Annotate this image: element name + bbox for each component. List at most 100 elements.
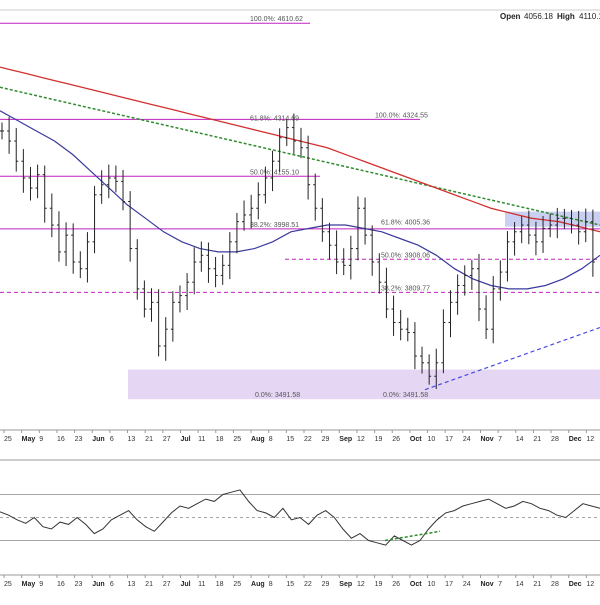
- ohlc-bar: [284, 119, 289, 147]
- ohlc-bar: [491, 276, 496, 344]
- rsi-x-tick-label: 19: [375, 581, 383, 588]
- price-level-label: 38.2%: 3998.51: [250, 222, 299, 229]
- rsi-x-tick-label: Sep: [339, 581, 352, 588]
- rsi-x-tick-label: 12: [357, 581, 365, 588]
- rsi-panel: [0, 459, 600, 576]
- rsi-x-tick-label: 24: [463, 581, 471, 588]
- rsi-x-tick-label: 7: [498, 581, 502, 588]
- ohlc-bar: [249, 194, 254, 229]
- ohlc-bar: [476, 253, 481, 322]
- ohlc-bar: [519, 216, 524, 244]
- rsi-x-tick-label: 22: [304, 581, 312, 588]
- ohlc-bar: [548, 213, 553, 238]
- x-tick-label: 26: [392, 436, 400, 443]
- short-moving-average-line: [0, 110, 600, 290]
- price-x-axis: 25 May 9 16 23 Jun 6 13 21 27 Jul 11 18 25 Aug 8 15 22 29 S…: [3, 430, 594, 443]
- ohlc-bar: [163, 317, 168, 361]
- ohlc-bar: [341, 248, 346, 276]
- ohlc-bar: [213, 256, 218, 288]
- rsi-x-tick-label: 17: [445, 581, 453, 588]
- ohlc-bar: [92, 186, 97, 254]
- ohlc-bar: [128, 191, 133, 262]
- ohlc-bar: [420, 346, 425, 374]
- price-level-label: 50.0%: 4155.10: [250, 169, 299, 176]
- rsi-x-tick-label: 9: [39, 581, 43, 588]
- x-tick-label: 23: [75, 436, 83, 443]
- x-tick-label: 7: [498, 436, 502, 443]
- price-level-label: 0.0%: 3491.58: [255, 392, 300, 399]
- ohlc-bar: [355, 196, 360, 261]
- rsi-x-axis: 25 May 9 16 23 Jun 6 13 21 27 Jul 11 18 25 Aug 8 15 22 29 S…: [3, 575, 594, 588]
- ohlc-bar: [291, 113, 296, 154]
- long-moving-average-line: [0, 66, 600, 233]
- price-level-label: 50.0%: 3908.06: [381, 252, 430, 259]
- ohlc-bar: [555, 207, 560, 239]
- rsi-x-tick-label: 10: [428, 581, 436, 588]
- ohlc-bar: [384, 267, 389, 319]
- x-tick-label: 10: [428, 436, 436, 443]
- rsi-x-tick-label: Jun: [92, 581, 104, 588]
- ohlc-bar: [348, 235, 353, 280]
- x-tick-label: 18: [216, 436, 224, 443]
- ohlc-bar: [14, 127, 19, 172]
- ohlc-bar: [363, 197, 368, 245]
- rsi-x-tick-label: 25: [233, 581, 241, 588]
- rsi-x-tick-label: 27: [163, 581, 171, 588]
- x-tick-label: Aug: [251, 436, 265, 443]
- high-label: High: [557, 12, 575, 21]
- high-value: 4110.1: [579, 12, 600, 21]
- price-panel: 100.0%: 4610.62 61.8%: 4314.69 100.0%: 432…: [0, 9, 600, 431]
- ohlc-bar: [56, 211, 61, 262]
- x-tick-label: 27: [163, 436, 171, 443]
- support-zone: [128, 369, 600, 400]
- ohlc-bar: [106, 164, 111, 199]
- ohlc-bar: [455, 274, 460, 315]
- ohlc-bar: [227, 232, 232, 280]
- ohlc-bar: [7, 116, 12, 154]
- ohlc-bar: [391, 295, 396, 336]
- x-tick-label: 21: [145, 436, 153, 443]
- ohlc-bar: [398, 310, 403, 341]
- ohlc-bar: [377, 253, 382, 294]
- rsi-x-tick-label: 21: [145, 581, 153, 588]
- ohlc-bar: [85, 232, 90, 283]
- x-tick-label: 16: [57, 436, 65, 443]
- ohlc-bar: [512, 222, 517, 256]
- x-tick-label: 13: [128, 436, 136, 443]
- x-tick-label: 28: [551, 436, 559, 443]
- x-tick-label: 21: [533, 436, 541, 443]
- ohlc-bar: [156, 289, 161, 357]
- rsi-x-tick-label: May: [22, 581, 36, 588]
- ohlc-bar: [434, 348, 439, 390]
- rsi-x-tick-label: 25: [4, 581, 12, 588]
- ohlc-bar: [484, 295, 489, 339]
- price-level-label: 100.0%: 4324.55: [375, 112, 428, 119]
- ohlc-bar: [313, 173, 318, 221]
- x-tick-label: 6: [110, 436, 114, 443]
- ohlc-bar: [263, 166, 268, 204]
- ohlc-bar: [505, 231, 510, 282]
- rsi-x-tick-label: 23: [75, 581, 83, 588]
- rsi-x-tick-label: 12: [586, 581, 594, 588]
- ohlc-bar: [220, 254, 225, 285]
- price-level-label: 61.8%: 4005.36: [381, 220, 430, 227]
- rsi-x-tick-label: 21: [533, 581, 541, 588]
- x-tick-label: Nov: [480, 436, 493, 443]
- ohlc-bar: [299, 127, 303, 159]
- x-tick-label: 8: [269, 436, 273, 443]
- ohlc-bar: [320, 198, 325, 242]
- x-tick-label: Jul: [180, 436, 190, 443]
- ohlc-bar: [277, 128, 282, 172]
- price-level-label: 61.8%: 4314.69: [250, 116, 299, 123]
- ohlc-bar: [541, 215, 546, 253]
- ohlc-bar: [113, 165, 118, 193]
- ohlc-bar: [21, 149, 26, 193]
- price-level-label: 100.0%: 4610.62: [250, 16, 303, 23]
- ohlc-bar: [327, 222, 332, 260]
- ohlc-bar: [526, 210, 531, 245]
- ohlc-bar: [35, 164, 40, 199]
- ohlc-bar: [78, 251, 83, 279]
- x-tick-label: 29: [322, 436, 330, 443]
- x-tick-label: 12: [357, 436, 365, 443]
